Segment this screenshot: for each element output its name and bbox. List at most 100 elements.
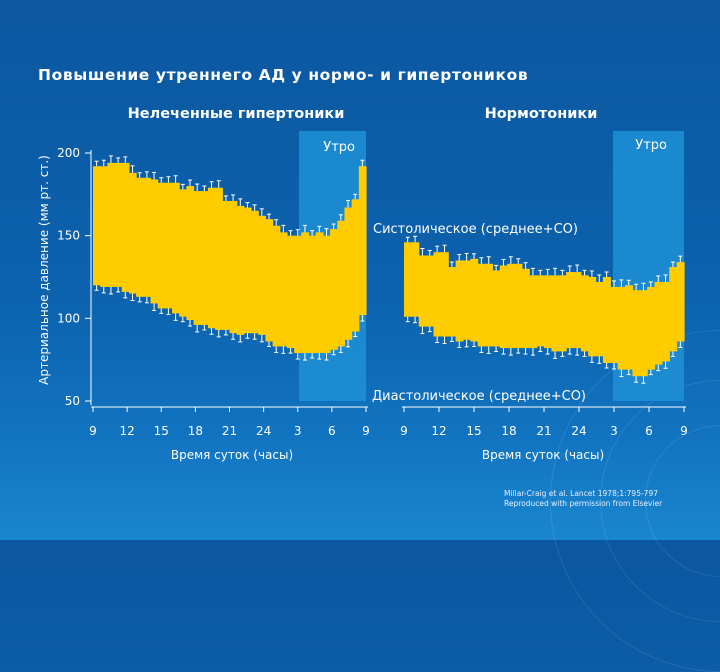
band-segment xyxy=(558,275,567,352)
band-segment xyxy=(265,219,274,342)
band-segment xyxy=(595,281,604,357)
band-segment xyxy=(150,179,159,304)
band-segment xyxy=(322,235,331,354)
band-segment xyxy=(669,267,678,352)
x-tick-label-right: 15 xyxy=(466,424,481,438)
band-segment xyxy=(426,255,435,327)
band-segment xyxy=(551,275,560,352)
citation: Millar-Craig et al. Lancet 1978;1:795-79… xyxy=(504,489,662,509)
band-segment xyxy=(179,189,187,317)
band-segment xyxy=(433,252,442,337)
citation-line-2: Reproduced with permission from Elsevier xyxy=(504,499,663,508)
x-axis-label-left: Время суток (часы) xyxy=(170,448,294,462)
band-segment xyxy=(344,207,353,340)
x-tick-label-left: 12 xyxy=(119,424,134,438)
band-segment xyxy=(301,232,310,354)
x-tick-label-right: 24 xyxy=(571,424,586,438)
x-tick-label-left: 3 xyxy=(294,424,302,438)
band-segment xyxy=(647,286,656,370)
band-segment xyxy=(243,207,252,334)
band-segment xyxy=(521,268,530,349)
band-segment xyxy=(157,182,166,309)
band-segment xyxy=(136,177,144,297)
band-segment xyxy=(507,263,516,349)
x-tick-label-left: 9 xyxy=(362,424,370,438)
band-segment xyxy=(107,162,116,287)
morning-label-right: Утро xyxy=(635,138,667,153)
band-segment xyxy=(172,182,180,314)
band-segment xyxy=(625,285,634,370)
band-segment xyxy=(222,200,231,330)
band-segment xyxy=(602,277,611,363)
band-segment xyxy=(566,272,575,349)
band-segment xyxy=(200,191,209,325)
band-segment xyxy=(573,272,582,349)
band-segment xyxy=(337,220,346,347)
band-segment xyxy=(588,277,597,357)
band-segment xyxy=(215,187,223,330)
band-segment xyxy=(676,262,685,342)
band-segment xyxy=(529,275,538,349)
band-segment xyxy=(617,286,626,370)
panel-title-hypertensive: Нелеченные гипертоники xyxy=(127,106,345,122)
x-tick-label-right: 3 xyxy=(610,424,618,438)
x-tick-label-right: 18 xyxy=(501,424,516,438)
band-segment xyxy=(654,281,663,365)
citation-line-1: Millar-Craig et al. Lancet 1978;1:795-79… xyxy=(504,489,658,498)
band-segment xyxy=(258,215,267,335)
x-tick-label-right: 6 xyxy=(645,424,653,438)
band-segment xyxy=(121,162,130,292)
x-tick-label-right: 12 xyxy=(431,424,446,438)
y-tick-label-100: 100 xyxy=(57,311,80,325)
diastolic-label: Диастолическое (среднее+СО) xyxy=(372,389,586,404)
band-segment xyxy=(411,242,420,317)
band-segment xyxy=(477,263,486,347)
band-segment xyxy=(580,275,589,352)
band-segment xyxy=(236,205,245,335)
band-segment xyxy=(251,210,259,334)
band-segment xyxy=(440,252,449,337)
x-tick-label-left: 21 xyxy=(222,424,237,438)
band-segment xyxy=(100,166,108,287)
band-segment xyxy=(358,166,367,316)
band-segment xyxy=(661,281,670,362)
band-segment xyxy=(418,255,427,327)
band-segment xyxy=(448,267,457,337)
x-tick-label-left: 24 xyxy=(256,424,271,438)
band-segment xyxy=(294,235,302,354)
band-left xyxy=(93,155,367,361)
band-segment xyxy=(207,187,216,329)
x-tick-label-right: 9 xyxy=(400,424,408,438)
x-axis-label-right: Время суток (часы) xyxy=(481,448,605,462)
band-segment xyxy=(351,199,360,332)
y-tick-label-50: 50 xyxy=(65,394,80,408)
band-segment xyxy=(143,177,152,297)
band-segment xyxy=(164,182,173,309)
band-segment xyxy=(492,270,501,347)
band-segment xyxy=(514,263,523,349)
band-segment xyxy=(404,242,412,317)
band-segment xyxy=(193,191,202,325)
x-tick-label-left: 15 xyxy=(154,424,169,438)
band-segment xyxy=(272,225,281,347)
charts: 200 150 100 50 9 12 15 18 21 24 3 6 9 9 12 15 18 21 24 3 6 9 У… xyxy=(57,131,688,438)
x-tick-label-right: 9 xyxy=(680,424,688,438)
panel-title-normotensive: Нормотоники xyxy=(484,106,598,122)
band-right xyxy=(404,235,685,384)
band-segment xyxy=(639,290,648,377)
band-segment xyxy=(330,229,338,350)
band-segment xyxy=(455,260,464,342)
band-segment xyxy=(286,235,295,349)
band-segment xyxy=(462,260,471,340)
band-segment xyxy=(544,275,552,349)
band-segment xyxy=(499,265,508,349)
morning-label-left: Утро xyxy=(323,140,355,155)
x-tick-label-left: 9 xyxy=(89,424,97,438)
band-segment xyxy=(308,235,317,354)
band-segment xyxy=(114,162,123,287)
band-segment xyxy=(610,286,619,363)
band-segment xyxy=(315,232,324,354)
band-segment xyxy=(485,263,494,347)
y-tick-label-150: 150 xyxy=(57,229,80,243)
slide-title: Повышение утреннего АД у нормо- и гиперт… xyxy=(38,66,529,84)
